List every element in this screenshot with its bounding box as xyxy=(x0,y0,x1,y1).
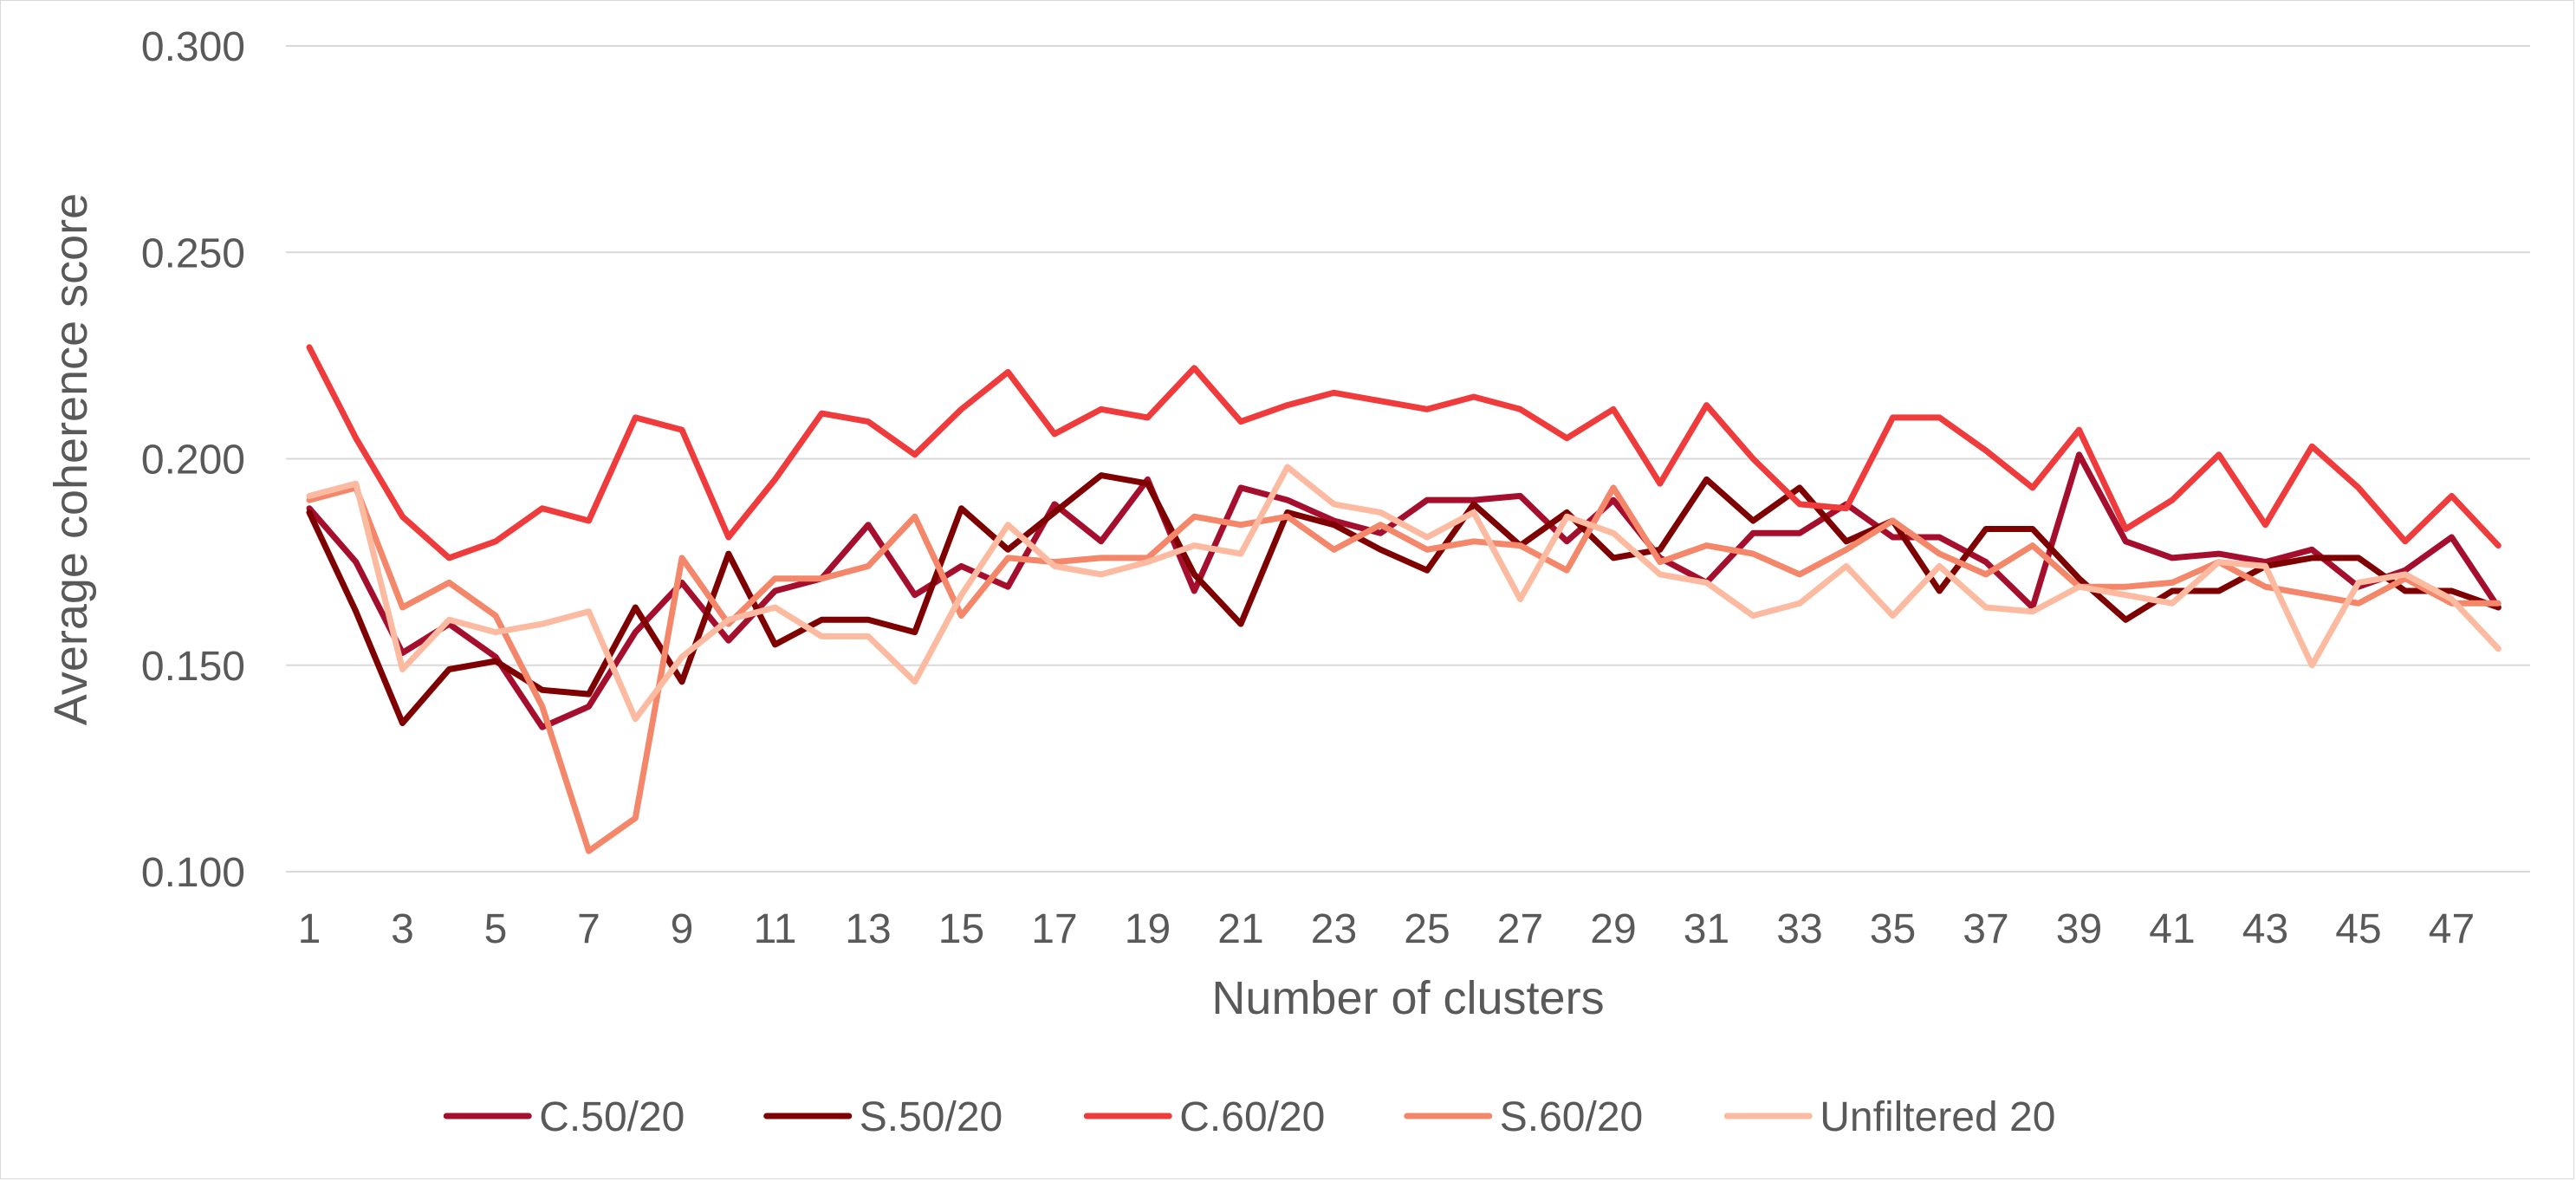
x-tick-label: 41 xyxy=(2149,906,2195,952)
x-tick-label: 5 xyxy=(484,906,508,952)
legend-label-3: S.60/20 xyxy=(1500,1094,1643,1140)
x-tick-label: 29 xyxy=(1590,906,1636,952)
x-tick-label: 25 xyxy=(1404,906,1450,952)
x-tick-label: 11 xyxy=(754,906,797,952)
x-tick-label: 23 xyxy=(1311,906,1357,952)
y-tick-label: 0.200 xyxy=(141,438,245,483)
x-axis-title: Number of clusters xyxy=(1211,972,1604,1024)
x-tick-label: 7 xyxy=(577,906,600,952)
legend-label-4: Unfiltered 20 xyxy=(1820,1094,2055,1140)
x-tick-label: 43 xyxy=(2242,906,2288,952)
x-tick-label: 15 xyxy=(938,906,984,952)
legend: C.50/20 S.50/20 C.60/20 S.60/20 Unfiltered 2… xyxy=(443,1094,2055,1140)
x-tick-label: 13 xyxy=(845,906,891,952)
x-tick-label: 19 xyxy=(1125,906,1171,952)
y-tick-label: 0.300 xyxy=(141,24,245,70)
series-line-4 xyxy=(306,464,2501,723)
x-tick-label: 45 xyxy=(2335,906,2381,952)
y-axis-ticks: 0.100 0.150 0.200 0.250 0.300 xyxy=(141,24,245,896)
legend-label-0: C.50/20 xyxy=(539,1094,685,1140)
x-tick-label: 1 xyxy=(298,906,321,952)
x-tick-label: 35 xyxy=(1870,906,1916,952)
series-line-2 xyxy=(306,344,2501,561)
x-tick-label: 3 xyxy=(391,906,414,952)
x-tick-label: 21 xyxy=(1217,906,1263,952)
y-axis-title: Average coherence score xyxy=(45,193,97,725)
x-tick-label: 31 xyxy=(1684,906,1729,952)
x-axis-ticks: 1 3 5 7 9 11 13 15 17 19 21 23 25 27 29 31 33 35 37 39 41 43 4… xyxy=(298,906,2475,952)
series-line-3 xyxy=(306,484,2501,854)
x-tick-label: 37 xyxy=(1963,906,2008,952)
legend-label-1: S.50/20 xyxy=(860,1094,1002,1140)
x-tick-label: 9 xyxy=(671,906,694,952)
x-tick-label: 47 xyxy=(2429,906,2475,952)
x-tick-label: 17 xyxy=(1031,906,1077,952)
gridlines xyxy=(286,45,2530,873)
series-line-1 xyxy=(306,472,2501,726)
series-lines xyxy=(306,344,2501,854)
x-tick-label: 33 xyxy=(1776,906,1822,952)
legend-label-2: C.60/20 xyxy=(1179,1094,1325,1140)
x-tick-label: 27 xyxy=(1497,906,1543,952)
x-tick-label: 39 xyxy=(2056,906,2102,952)
y-tick-label: 0.250 xyxy=(141,230,245,276)
y-tick-label: 0.150 xyxy=(141,644,245,690)
y-tick-label: 0.100 xyxy=(141,850,245,896)
